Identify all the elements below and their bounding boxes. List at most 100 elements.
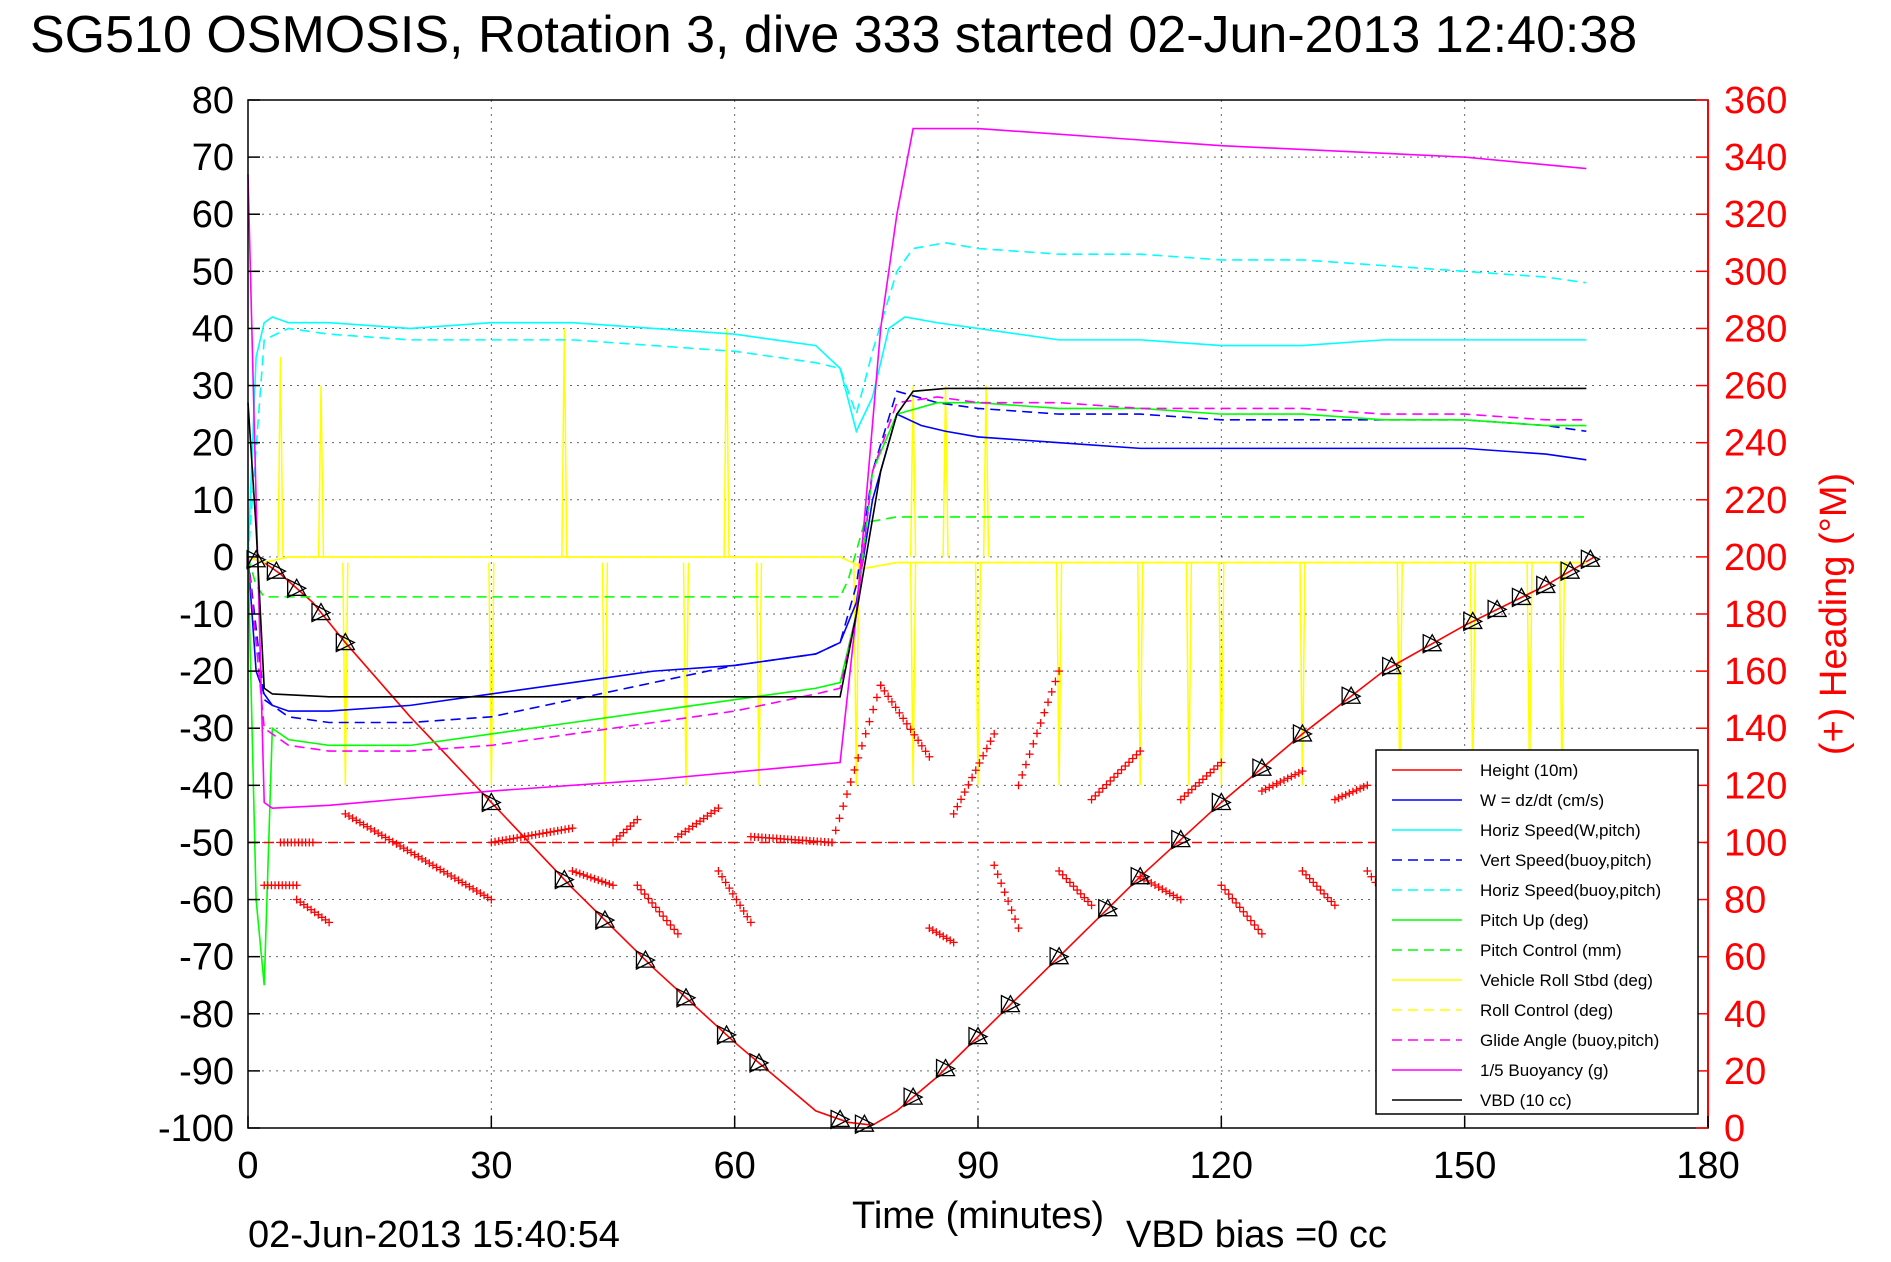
x-axis-label: Time (minutes) bbox=[852, 1195, 1104, 1237]
legend-label: Vert Speed(buoy,pitch) bbox=[1480, 851, 1652, 870]
heading-point-143 bbox=[732, 895, 741, 904]
y-tick-label-1: -90 bbox=[179, 1051, 234, 1093]
x-tick-label-5: 150 bbox=[1433, 1145, 1496, 1187]
heading-point-323 bbox=[1338, 792, 1347, 801]
triangle-marker-0 bbox=[245, 549, 267, 570]
heading-point-329 bbox=[1359, 782, 1368, 791]
heading-point-288 bbox=[1221, 885, 1230, 894]
series-roll-control-deg bbox=[247, 556, 1587, 570]
heading-point-303 bbox=[1272, 779, 1281, 788]
heading-point-247 bbox=[1083, 897, 1092, 906]
heading-point-229 bbox=[1021, 760, 1030, 769]
y-right-tick-label-16: 320 bbox=[1724, 194, 1787, 236]
y-right-tick-label-9: 180 bbox=[1724, 594, 1787, 636]
heading-point-236 bbox=[1047, 687, 1056, 696]
legend-label: Height (10m) bbox=[1480, 761, 1578, 780]
heading-point-235 bbox=[1044, 698, 1053, 707]
series-vert-speed-buoy-pitch bbox=[247, 390, 1587, 724]
triangle-marker-21 bbox=[1170, 829, 1192, 850]
heading-point-280 bbox=[1195, 778, 1204, 787]
series-pitch-control-mm bbox=[247, 516, 1587, 598]
roll-spike-down-7 bbox=[974, 562, 982, 786]
heading-point-282 bbox=[1202, 771, 1211, 780]
heading-point-304 bbox=[1276, 777, 1285, 786]
y-right-tick-label-8: 160 bbox=[1724, 651, 1787, 693]
heading-point-105 bbox=[609, 881, 617, 890]
heading-point-234 bbox=[1040, 708, 1049, 717]
y-tick-label-0: -100 bbox=[158, 1108, 234, 1150]
series-1-5-buoyancy-g bbox=[247, 127, 1587, 809]
heading-point-283 bbox=[1206, 768, 1215, 777]
legend-label: Vehicle Roll Stbd (deg) bbox=[1480, 971, 1653, 990]
heading-point-255 bbox=[1110, 773, 1119, 782]
heading-point-99 bbox=[586, 873, 595, 882]
heading-point-250 bbox=[1091, 791, 1100, 800]
heading-point-301 bbox=[1265, 783, 1274, 792]
heading-point-177 bbox=[850, 765, 859, 774]
heading-point-217 bbox=[986, 737, 995, 746]
heading-point-118 bbox=[648, 898, 657, 907]
legend-item-roll-control-deg: Roll Control (deg) bbox=[1392, 1001, 1613, 1020]
heading-point-189 bbox=[891, 703, 900, 712]
heading-point-186 bbox=[880, 686, 889, 695]
triangle-marker-5 bbox=[481, 792, 502, 813]
heading-point-233 bbox=[1036, 719, 1045, 728]
legend-item-vert-speed-buoy-pitch: Vert Speed(buoy,pitch) bbox=[1392, 851, 1652, 870]
footer-timestamp: 02-Jun-2013 15:40:54 bbox=[248, 1214, 620, 1256]
heading-point-253 bbox=[1102, 780, 1111, 789]
heading-point-256 bbox=[1113, 769, 1122, 778]
y-tick-label-14: 40 bbox=[192, 308, 234, 350]
y-right-tick-label-11: 220 bbox=[1724, 480, 1787, 522]
heading-point-173 bbox=[835, 814, 844, 823]
heading-point-241 bbox=[1062, 874, 1071, 883]
heading-point-117 bbox=[644, 894, 653, 903]
y-right-tick-label-5: 100 bbox=[1724, 822, 1787, 864]
x-tick-label-3: 90 bbox=[957, 1145, 999, 1187]
y-tick-label-18: 80 bbox=[192, 80, 234, 122]
triangle-marker-11 bbox=[748, 1052, 770, 1073]
heading-point-145 bbox=[739, 906, 748, 915]
y-right-tick-label-14: 280 bbox=[1724, 308, 1787, 350]
heading-point-298 bbox=[1257, 929, 1266, 938]
heading-point-103 bbox=[601, 878, 610, 887]
triangle-marker-24 bbox=[1292, 723, 1313, 744]
triangle-marker-22 bbox=[1211, 792, 1232, 813]
heading-point-284 bbox=[1209, 765, 1218, 774]
heading-point-29 bbox=[325, 918, 334, 927]
heading-point-249 bbox=[1087, 795, 1096, 804]
y-right-tick-label-10: 200 bbox=[1724, 537, 1787, 579]
y-right-tick-label-18: 360 bbox=[1724, 80, 1787, 122]
heading-point-195 bbox=[914, 736, 923, 745]
heading-point-138 bbox=[714, 867, 723, 875]
triangle-marker-15 bbox=[935, 1058, 957, 1079]
chart-title: SG510 OSMOSIS, Rotation 3, dive 333 star… bbox=[30, 6, 1637, 64]
heading-point-215 bbox=[979, 751, 988, 760]
heading-point-212 bbox=[968, 773, 977, 782]
y-tick-label-3: -70 bbox=[179, 937, 234, 979]
y-tick-label-12: 20 bbox=[192, 423, 234, 465]
heading-point-218 bbox=[990, 729, 999, 738]
y-tick-label-6: -40 bbox=[179, 765, 234, 807]
heading-point-213 bbox=[971, 766, 980, 775]
heading-point-181 bbox=[865, 717, 874, 726]
triangle-marker-7 bbox=[594, 909, 616, 931]
heading-point-114 bbox=[633, 881, 642, 890]
legend-item-pitch-control-mm: Pitch Control (mm) bbox=[1392, 941, 1622, 960]
y-right-tick-label-4: 80 bbox=[1724, 880, 1766, 922]
heading-point-308 bbox=[1291, 770, 1300, 779]
heading-point-94 bbox=[568, 867, 577, 875]
heading-point-277 bbox=[1184, 788, 1193, 797]
heading-point-230 bbox=[1025, 750, 1034, 759]
y-right-tick-label-1: 20 bbox=[1724, 1051, 1766, 1093]
triangle-marker-28 bbox=[1462, 611, 1484, 632]
heading-point-244 bbox=[1073, 886, 1082, 895]
heading-point-228 bbox=[1018, 770, 1027, 779]
heading-point-260 bbox=[1128, 754, 1137, 763]
heading-point-297 bbox=[1254, 925, 1263, 934]
heading-point-223 bbox=[1004, 897, 1013, 906]
triangle-marker-6 bbox=[554, 869, 575, 890]
heading-point-302 bbox=[1268, 781, 1277, 790]
roll-spike-down-8 bbox=[1055, 562, 1063, 786]
heading-point-325 bbox=[1345, 789, 1354, 798]
x-tick-label-0: 0 bbox=[237, 1145, 258, 1187]
